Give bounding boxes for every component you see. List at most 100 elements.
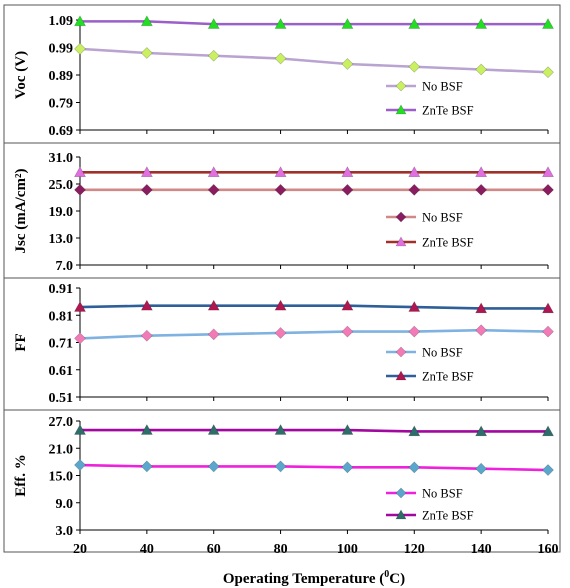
legend-label: ZnTe BSF bbox=[422, 104, 474, 118]
data-point bbox=[341, 58, 354, 70]
data-point bbox=[408, 300, 421, 312]
data-point bbox=[74, 459, 86, 471]
y-tick-label: 0.81 bbox=[49, 309, 74, 324]
data-point bbox=[73, 300, 87, 312]
data-point bbox=[140, 183, 153, 196]
panel-2: 31.0 25.0 19.0 13.0 7.0 Jsc (mA/cm²) No BSF ZnT… bbox=[3, 142, 561, 279]
series-1 bbox=[74, 183, 554, 196]
y-tick-label: 1.09 bbox=[49, 14, 74, 29]
data-point bbox=[74, 42, 86, 55]
legend-label: ZnTe BSF bbox=[422, 509, 474, 523]
series-line bbox=[80, 428, 548, 433]
x-tick-label: 120 bbox=[404, 542, 425, 557]
data-point bbox=[207, 423, 220, 435]
data-point bbox=[475, 166, 488, 177]
legend-marker bbox=[395, 509, 407, 520]
y-axis-label: Eff. % bbox=[13, 454, 29, 497]
data-point bbox=[274, 299, 287, 311]
data-point bbox=[408, 183, 421, 196]
series-1 bbox=[74, 324, 554, 345]
x-tick-label: 100 bbox=[337, 542, 358, 557]
y-tick-label: 7.0 bbox=[56, 259, 74, 274]
data-point bbox=[140, 423, 153, 435]
legend-marker bbox=[395, 80, 407, 92]
legend-marker bbox=[395, 104, 407, 115]
series-2 bbox=[73, 299, 555, 314]
legend-item: No BSF bbox=[386, 80, 463, 94]
legend-item: ZnTe BSF bbox=[386, 236, 474, 250]
data-point bbox=[274, 183, 287, 196]
series-line bbox=[79, 304, 548, 310]
data-point bbox=[475, 302, 488, 314]
y-tick-label: 25.0 bbox=[49, 178, 74, 193]
x-tick-label: 40 bbox=[140, 542, 154, 557]
legend-label: ZnTe BSF bbox=[422, 236, 474, 250]
data-point bbox=[207, 328, 220, 341]
data-point bbox=[542, 66, 554, 79]
y-axis-label: Voc (V) bbox=[13, 51, 29, 99]
data-point bbox=[542, 464, 554, 476]
data-point bbox=[408, 425, 421, 437]
data-point bbox=[140, 166, 153, 177]
data-point bbox=[541, 302, 555, 314]
y-tick-label: 15.0 bbox=[49, 470, 74, 485]
data-point bbox=[74, 183, 86, 196]
data-point bbox=[408, 166, 421, 177]
legend-item: No BSF bbox=[386, 346, 463, 360]
data-point bbox=[408, 461, 421, 474]
data-point bbox=[408, 60, 421, 73]
data-point bbox=[207, 18, 220, 29]
data-point bbox=[541, 18, 555, 29]
data-point bbox=[341, 325, 354, 338]
data-point bbox=[341, 18, 354, 29]
panel-frame bbox=[3, 142, 561, 279]
legend-marker bbox=[395, 487, 407, 499]
data-point bbox=[341, 299, 354, 311]
data-point bbox=[140, 460, 153, 473]
panel-frame bbox=[3, 277, 561, 411]
data-point bbox=[475, 462, 488, 475]
panel-4: 27.0 21.0 15.0 9.0 3.0 20 40 60 80 100 120 140 160 Ef… bbox=[3, 409, 561, 557]
x-tick-label: 140 bbox=[471, 542, 492, 557]
x-axis-title: Operating Temperature (0C) bbox=[223, 569, 405, 587]
data-point bbox=[74, 332, 86, 345]
data-point bbox=[542, 325, 554, 338]
data-point bbox=[475, 425, 488, 437]
legend-marker bbox=[395, 346, 407, 358]
series-1 bbox=[74, 42, 554, 79]
x-tick-label: 160 bbox=[538, 542, 559, 557]
panel-3: 0.91 0.81 0.71 0.61 0.51 FF No BSF ZnTe BSF bbox=[3, 277, 561, 411]
y-tick-label: 0.99 bbox=[49, 42, 74, 57]
data-point bbox=[475, 18, 488, 29]
x-tick-label: 80 bbox=[274, 542, 288, 557]
data-point bbox=[541, 166, 555, 177]
data-point bbox=[73, 166, 87, 177]
legend-label: No BSF bbox=[422, 346, 463, 360]
legend-label: No BSF bbox=[422, 487, 463, 501]
legend-label: No BSF bbox=[422, 80, 463, 94]
y-tick-label: 19.0 bbox=[49, 205, 74, 220]
data-point bbox=[408, 325, 421, 338]
series-2 bbox=[73, 166, 555, 177]
legend-item: No BSF bbox=[386, 487, 463, 501]
y-tick-label: 27.0 bbox=[49, 415, 74, 430]
data-point bbox=[207, 166, 220, 177]
y-tick-label: 9.0 bbox=[56, 497, 74, 512]
data-point bbox=[140, 15, 153, 27]
legend-item: ZnTe BSF bbox=[386, 370, 474, 384]
y-tick-label: 0.91 bbox=[49, 282, 74, 297]
series-2 bbox=[73, 15, 555, 29]
data-point bbox=[73, 15, 87, 27]
y-tick-label: 21.0 bbox=[49, 442, 74, 457]
y-tick-label: 0.51 bbox=[49, 391, 74, 406]
y-axis-label: FF bbox=[13, 333, 29, 351]
data-point bbox=[140, 47, 153, 59]
data-point bbox=[341, 423, 354, 435]
series-line bbox=[79, 463, 549, 472]
legend-marker bbox=[395, 370, 407, 381]
legend-marker bbox=[395, 236, 407, 247]
legend-label: No BSF bbox=[422, 211, 463, 225]
legend-item: ZnTe BSF bbox=[386, 104, 474, 118]
data-point bbox=[475, 63, 488, 76]
